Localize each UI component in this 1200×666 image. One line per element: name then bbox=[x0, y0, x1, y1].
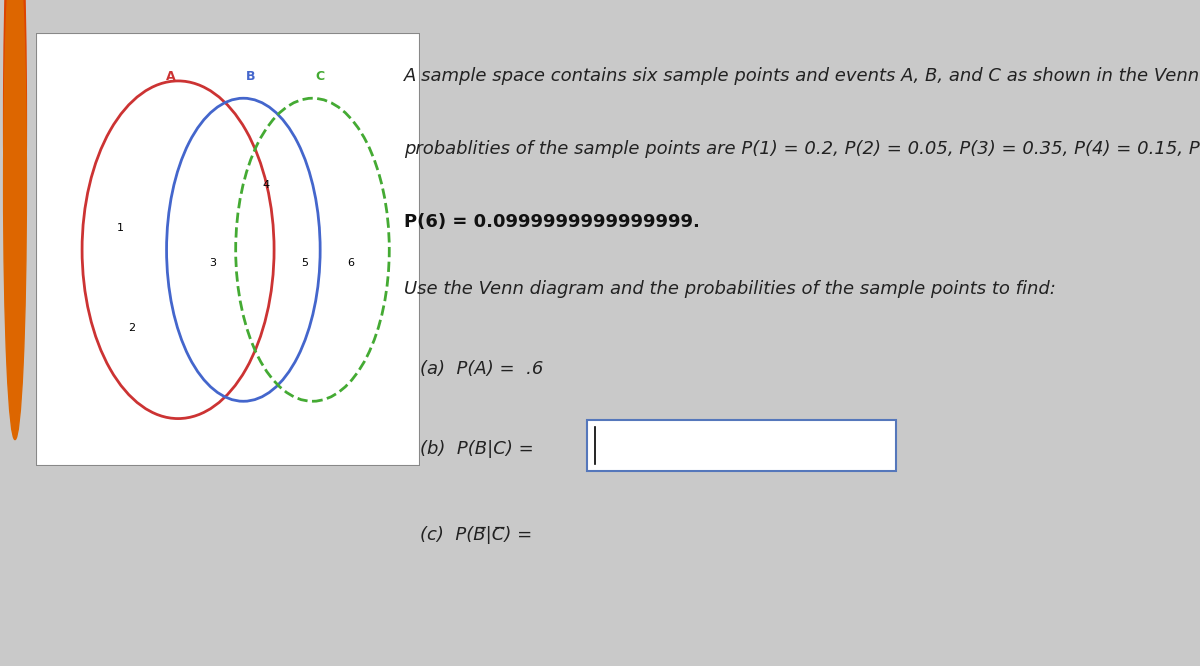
Text: 4: 4 bbox=[263, 180, 270, 190]
Text: B: B bbox=[246, 70, 256, 83]
Text: 6: 6 bbox=[347, 258, 354, 268]
Text: (b)  P(B|C) =: (b) P(B|C) = bbox=[420, 440, 540, 458]
Text: 1: 1 bbox=[116, 223, 124, 233]
Text: 2: 2 bbox=[128, 322, 136, 333]
Text: A: A bbox=[166, 70, 175, 83]
Text: P(6) = 0.0999999999999999.: P(6) = 0.0999999999999999. bbox=[404, 213, 700, 231]
FancyBboxPatch shape bbox=[587, 420, 896, 471]
Text: 3: 3 bbox=[209, 258, 216, 268]
Text: Use the Venn diagram and the probabilities of the sample points to find:: Use the Venn diagram and the probabiliti… bbox=[404, 280, 1056, 298]
Circle shape bbox=[4, 0, 26, 440]
Text: C: C bbox=[316, 70, 325, 83]
Text: (a)  P(A) =  .6: (a) P(A) = .6 bbox=[420, 360, 544, 378]
Text: A sample space contains six sample points and events ​A​, ​B​, and ​C​ as shown : A sample space contains six sample point… bbox=[404, 67, 1200, 85]
Text: (c)  P(B̅|C̅) =: (c) P(B̅|C̅) = bbox=[420, 526, 533, 544]
Text: 5: 5 bbox=[301, 258, 308, 268]
Circle shape bbox=[4, 0, 26, 373]
Text: probablities of the sample points are P(1) = 0.2, P(2) = 0.05, P(3) = 0.35, P(4): probablities of the sample points are P(… bbox=[404, 140, 1200, 158]
